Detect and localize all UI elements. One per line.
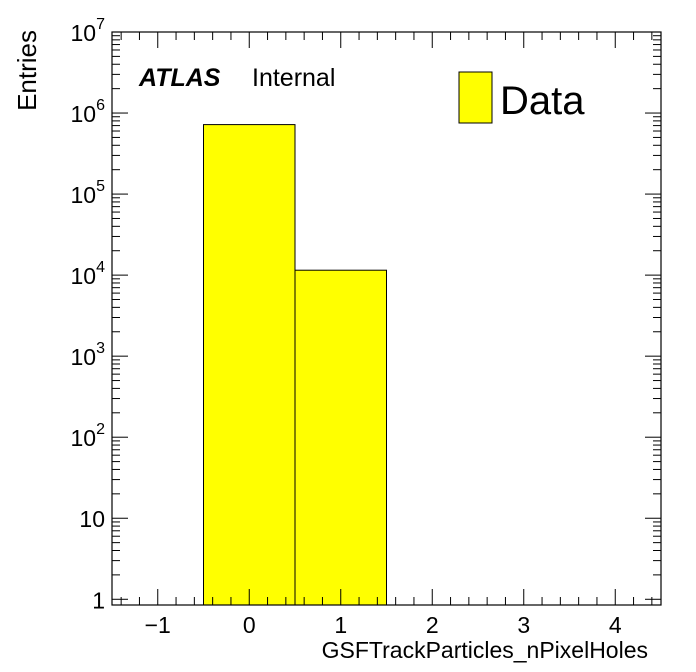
- y-tick-label: 1: [92, 587, 105, 613]
- atlas-label: ATLAS: [138, 64, 221, 92]
- x-axis-ticks: −1 0 1 2 3 4: [120, 32, 653, 638]
- legend-label-data: Data: [500, 79, 585, 123]
- x-tick-label: 2: [426, 612, 439, 638]
- y-tick-label: 104: [71, 259, 106, 289]
- y-tick-label: 105: [71, 178, 106, 208]
- x-tick-label: 1: [334, 612, 347, 638]
- histogram-bar-0: [203, 124, 296, 606]
- x-tick-label: 4: [609, 612, 622, 638]
- histogram-bar-1: [294, 269, 387, 606]
- x-tick-label: −1: [145, 612, 171, 638]
- histogram-bars: [203, 124, 387, 606]
- plot-frame: [111, 31, 662, 606]
- atlas-status-label: Internal: [252, 64, 335, 92]
- x-tick-label: 0: [243, 612, 256, 638]
- y-tick-label: 102: [71, 421, 106, 451]
- plot-frame-rect: [111, 31, 662, 606]
- legend: Data: [458, 71, 585, 124]
- y-axis-ticks: 1 10 102 103 104 105 106 107: [71, 16, 661, 613]
- y-axis-title: Entries: [12, 30, 42, 111]
- legend-swatch-data: [458, 71, 493, 124]
- y-tick-label: 10: [79, 506, 105, 532]
- y-tick-label: 107: [71, 16, 106, 46]
- x-axis-title: GSFTrackParticles_nPixelHoles: [322, 637, 648, 663]
- y-tick-label: 106: [71, 97, 106, 127]
- x-tick-label: 3: [517, 612, 530, 638]
- y-tick-label: 103: [71, 340, 106, 370]
